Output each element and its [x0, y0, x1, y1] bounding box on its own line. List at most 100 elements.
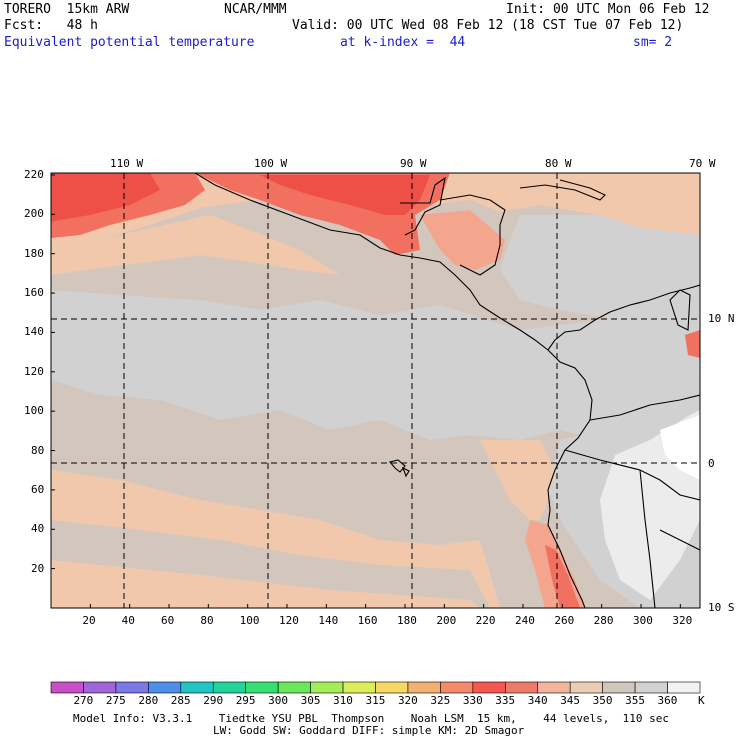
peach-north-region — [51, 173, 700, 245]
field-name: Equivalent potential temperature — [4, 35, 255, 50]
lon-label-80w: 80 W — [545, 157, 572, 170]
colorbar-label: 340 — [527, 694, 548, 707]
colorbar-swatch — [634, 681, 668, 694]
model-info: Model Info: V3.3.1 Tiedtke YSU PBL Thomp… — [73, 712, 670, 725]
red-venezuela-spot — [685, 330, 700, 358]
lon-label-90w: 90 W — [400, 157, 427, 170]
salmon-central-america — [420, 210, 505, 270]
level-info: at k-index = 44 — [340, 35, 466, 50]
colorbar-swatch — [569, 681, 603, 694]
colorbar-label: 350 — [592, 694, 613, 707]
colorbar-label: 310 — [333, 694, 353, 707]
x-tick-label: 260 — [554, 614, 575, 627]
axis-ticks — [51, 174, 681, 608]
colorbar — [50, 681, 701, 694]
x-tick-label: 240 — [515, 614, 535, 627]
colorbar-swatch — [342, 681, 376, 694]
colorbar-swatch — [537, 681, 571, 694]
red-peru-coast — [545, 545, 580, 608]
colorbar-swatch — [602, 681, 636, 694]
x-tick-label: 60 — [161, 614, 175, 627]
x-tick-label: 280 — [593, 614, 614, 627]
x-tick-label: 100 — [239, 614, 260, 627]
colorbar-swatch — [212, 681, 247, 694]
coastlines — [194, 173, 700, 608]
colorbar-swatch — [245, 681, 279, 694]
colorbar-swatch — [50, 681, 84, 694]
peach-equatorial-coast — [480, 440, 555, 520]
model-name: TORERO 15km ARW — [4, 2, 130, 17]
colorbar-label: 305 — [300, 694, 321, 707]
colorbar-label: 280 — [138, 694, 159, 707]
y-tick-label: 180 — [24, 246, 44, 260]
y-tick-label: 120 — [24, 364, 44, 378]
colorbar-label: 345 — [560, 694, 581, 707]
colorbar-label: 335 — [495, 694, 516, 707]
colorbar-label: 270 — [73, 694, 94, 707]
lon-label-70w: 70 W — [689, 157, 716, 170]
x-tick-label: 200 — [436, 614, 457, 627]
colorbar-swatch — [375, 681, 409, 694]
y-tick-label: 60 — [31, 482, 45, 496]
colorbar-swatch — [504, 681, 539, 694]
y-tick-label: 80 — [31, 443, 45, 457]
colorbar-label: 330 — [462, 694, 483, 707]
lat-label-10s: 10 S — [708, 601, 735, 614]
smoothing-info: sm= 2 — [633, 35, 673, 50]
peach-band — [51, 215, 340, 275]
colorbar-unit: K — [698, 694, 705, 707]
forecast-hour: Fcst: 48 h — [4, 18, 98, 33]
colorbar-label: 275 — [105, 694, 126, 707]
x-tick-label: 40 — [121, 614, 135, 627]
physics-info: LW: Godd SW: Goddard DIFF: simple KM: 2D… — [213, 724, 525, 737]
x-tick-label: 320 — [672, 614, 693, 627]
x-tick-label: 20 — [82, 614, 96, 627]
red-mexico-core — [260, 175, 430, 215]
y-tick-label: 200 — [24, 207, 44, 221]
valid-time: Valid: 00 UTC Wed 08 Feb 12 (18 CST Tue … — [292, 18, 684, 33]
colorbar-swatch — [440, 681, 474, 694]
peach-south-band — [51, 560, 480, 608]
colorbar-label: 355 — [625, 694, 645, 707]
colorbar-label: 285 — [170, 694, 191, 707]
y-tick-label: 20 — [31, 561, 45, 575]
map-frame — [50, 172, 701, 609]
gray-caribbean — [500, 215, 700, 320]
colorbar-swatch — [83, 681, 117, 694]
colorbar-label: 360 — [657, 694, 678, 707]
colorbar-swatch — [667, 681, 701, 694]
colorbar-swatch — [180, 681, 214, 694]
center-name: NCAR/MMM — [224, 2, 287, 17]
x-tick-label: 120 — [279, 614, 299, 627]
init-time: Init: 00 UTC Mon 06 Feb 12 — [506, 2, 710, 17]
colorbar-swatch — [148, 681, 182, 694]
colorbar-label: 295 — [235, 694, 256, 707]
red-nw-core — [51, 173, 160, 222]
y-tick-label: 160 — [24, 286, 44, 300]
y-tick-label: 220 — [24, 167, 44, 181]
gray-tropics-band — [51, 290, 700, 445]
x-tick-label: 140 — [318, 614, 339, 627]
y-tick-label: 140 — [24, 325, 44, 339]
colorbar-label: 325 — [430, 694, 451, 707]
colorbar-swatch — [310, 681, 344, 694]
theta-e-field — [51, 173, 700, 608]
lon-label-110w: 110 W — [110, 157, 144, 170]
x-tick-label: 160 — [357, 614, 378, 627]
colorbar-label: 320 — [397, 694, 418, 707]
colorbar-label: 300 — [268, 694, 289, 707]
x-tick-label: 80 — [200, 614, 214, 627]
colorbar-swatch — [472, 681, 506, 694]
white-patch — [660, 415, 700, 480]
colorbar-label: 290 — [203, 694, 224, 707]
lon-label-100w: 100 W — [254, 157, 288, 170]
x-tick-label: 180 — [397, 614, 417, 627]
y-tick-label: 100 — [24, 404, 44, 418]
lat-label-10n: 10 N — [708, 312, 735, 325]
x-tick-label: 300 — [633, 614, 653, 627]
colorbar-swatch — [407, 681, 441, 694]
colorbar-label: 315 — [365, 694, 386, 707]
x-tick-label: 220 — [475, 614, 496, 627]
grid-lines — [51, 173, 700, 608]
